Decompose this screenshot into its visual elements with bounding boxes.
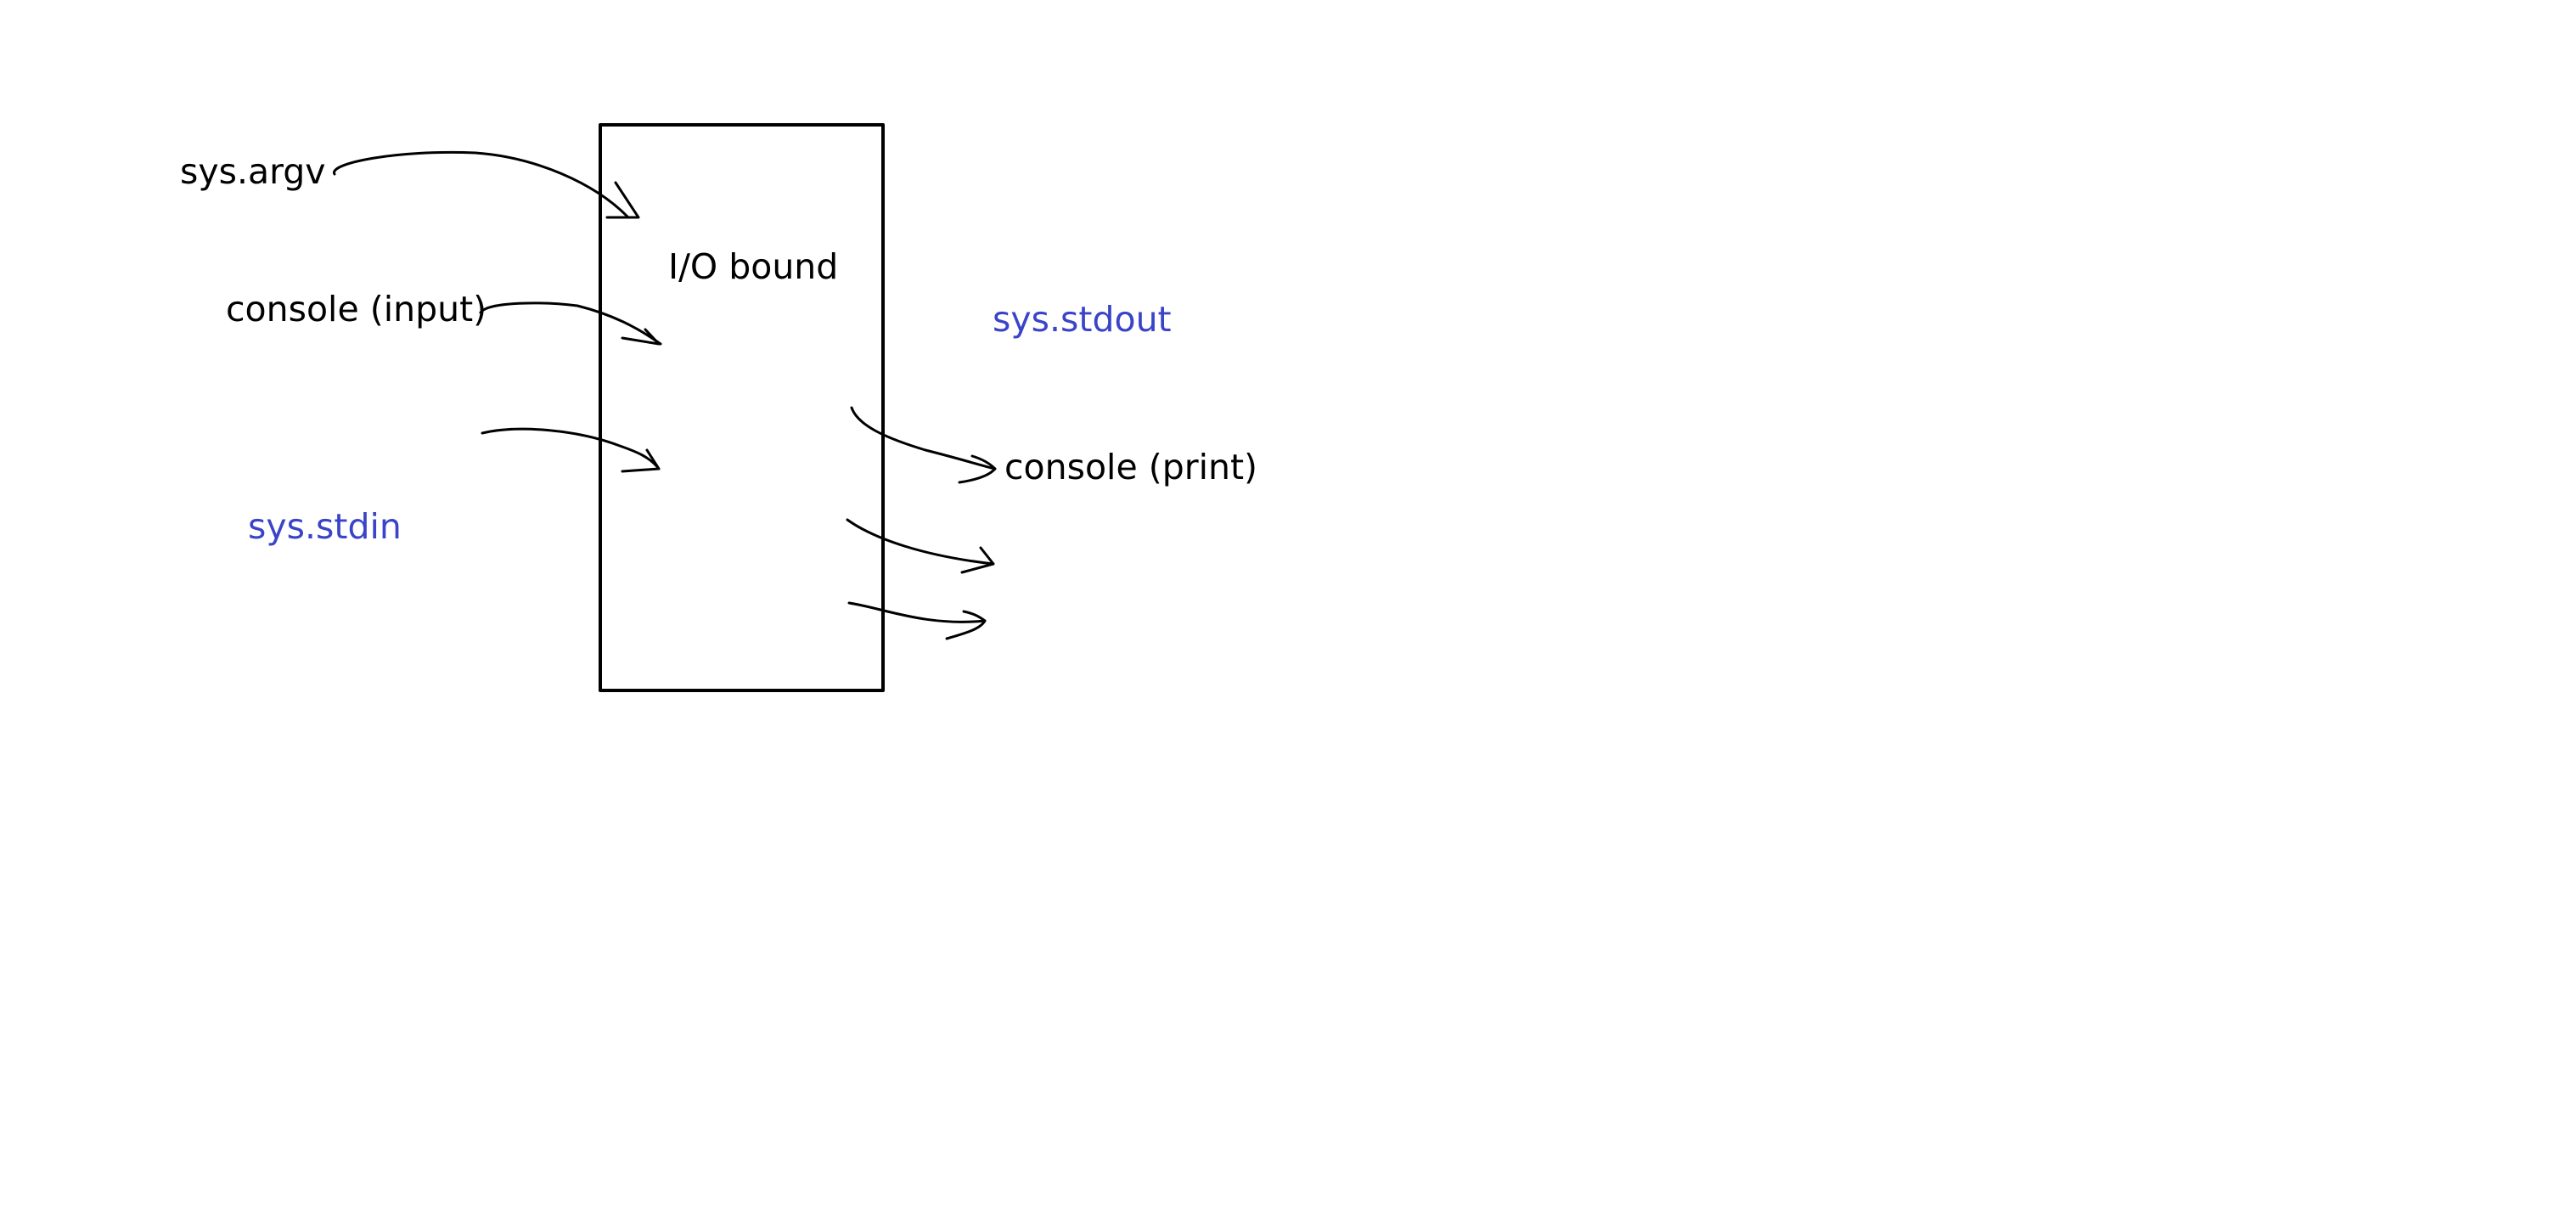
output-arrow-3 [847, 601, 987, 640]
console-input-arrow [479, 301, 662, 346]
sys-stdin-label: sys.stdin [248, 506, 402, 547]
io-bound-box [599, 123, 885, 692]
io-bound-label: I/O bound [668, 246, 839, 287]
console-print-label: console (print) [1004, 447, 1258, 487]
console-print-arrow [850, 406, 997, 484]
sys-stdout-label: sys.stdout [993, 299, 1172, 340]
sys-argv-label: sys.argv [180, 151, 326, 192]
stdin-arrow [481, 427, 661, 473]
console-input-label: console (input) [226, 289, 487, 330]
argv-arrow [333, 150, 640, 219]
output-arrow-2 [846, 518, 995, 574]
